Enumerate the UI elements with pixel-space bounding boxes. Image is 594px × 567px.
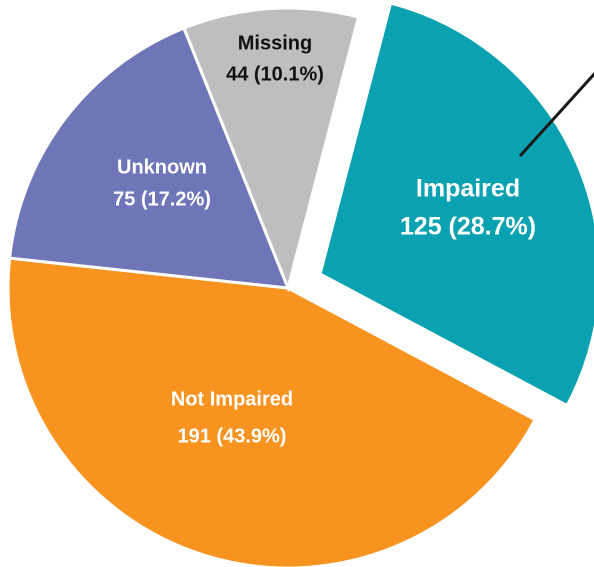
- slice-label: Unknown: [117, 156, 207, 178]
- slice-value-label: 191 (43.9%): [178, 425, 287, 447]
- slice-value-label: 44 (10.1%): [226, 63, 324, 85]
- slice-value-label: 75 (17.2%): [113, 188, 211, 210]
- pie-slice: [7, 26, 291, 290]
- slice-label: Not Impaired: [171, 388, 293, 410]
- pie: [6, 1, 594, 567]
- leader-line: [518, 71, 594, 158]
- pie-slice: [182, 6, 361, 293]
- pie-slice: [318, 1, 594, 408]
- slice-label: Missing: [238, 32, 312, 54]
- slice-value-label: 125 (28.7%): [400, 213, 536, 241]
- pie-slice: [6, 256, 538, 567]
- slice-label: Impaired: [416, 175, 520, 203]
- labels: Impaired 125 (28.7%) Not Impaired 191 (43.9…: [113, 32, 536, 447]
